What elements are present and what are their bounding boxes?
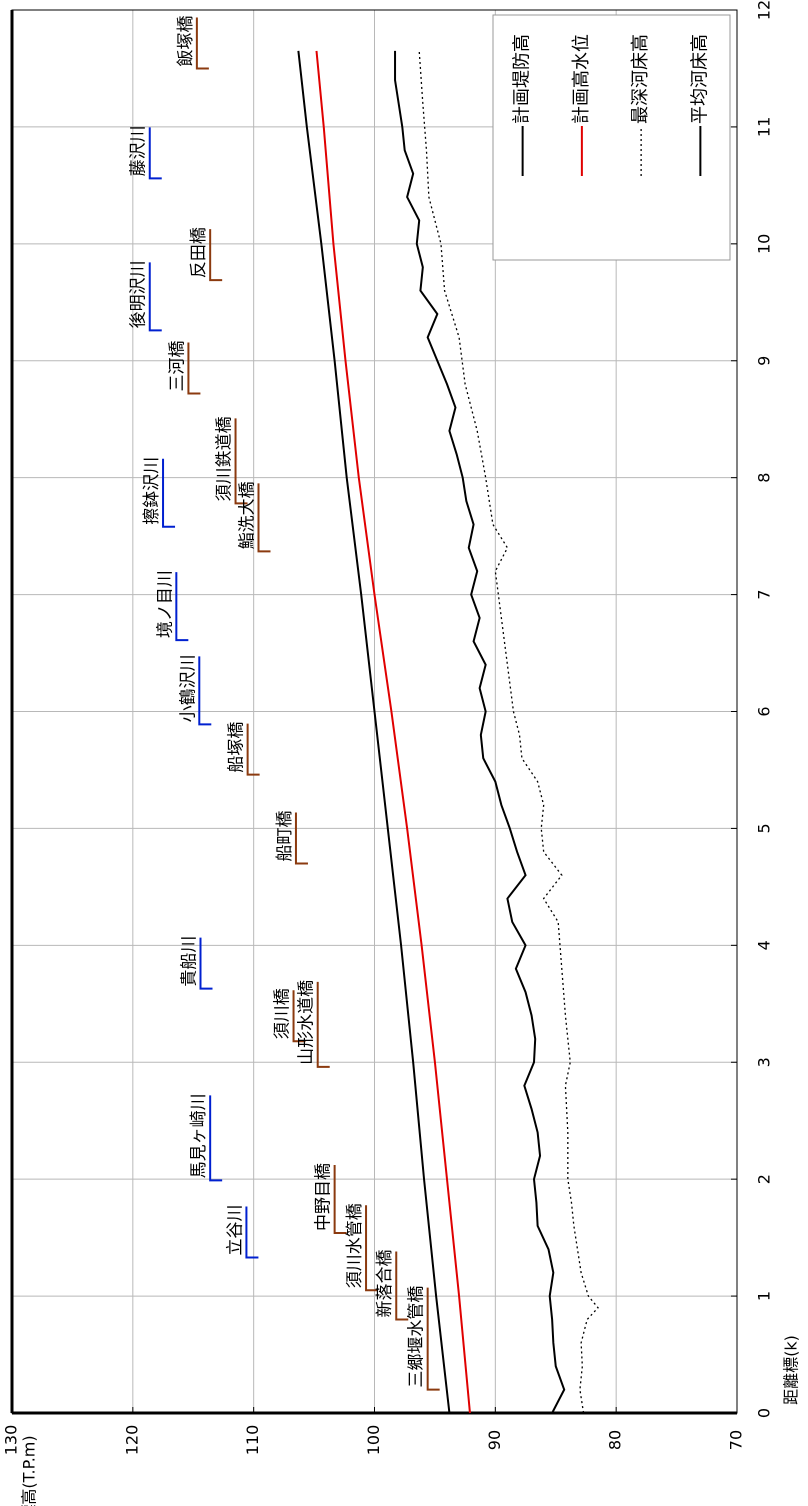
series-line bbox=[297, 50, 451, 1414]
annotation-label: 中野目橋 bbox=[314, 1163, 334, 1231]
annotation-label: 船町橋 bbox=[275, 810, 295, 861]
annotation-line bbox=[365, 1205, 379, 1292]
y-tick-label: 100 bbox=[364, 1425, 383, 1456]
annotation-line bbox=[395, 1251, 409, 1321]
annotation-line bbox=[148, 127, 162, 180]
y-axis-title: 標高(T.P.m) bbox=[20, 1435, 39, 1506]
annotation-label: 須川橋 bbox=[273, 988, 293, 1039]
annotation-label: 藤沢川 bbox=[129, 125, 149, 176]
x-tick-label: 2 bbox=[755, 1174, 774, 1184]
annotation-label: 山形水道橋 bbox=[297, 980, 317, 1065]
annotation-label: 馬見ヶ崎川 bbox=[189, 1093, 209, 1178]
x-tick-label: 0 bbox=[755, 1408, 774, 1418]
legend-label: 最深河床高 bbox=[630, 34, 651, 124]
annotation-line bbox=[162, 458, 176, 528]
x-tick-label: 5 bbox=[755, 823, 774, 833]
annotation-line bbox=[234, 418, 248, 505]
annotation-label: 船塚橋 bbox=[227, 722, 247, 773]
x-tick-label: 9 bbox=[755, 356, 774, 366]
annotation-line bbox=[333, 1164, 347, 1234]
annotation-label: 鮨洗大橋 bbox=[238, 481, 258, 549]
annotation-label: 飯塚橋 bbox=[176, 15, 196, 66]
annotation-line bbox=[292, 990, 306, 1043]
annotation-label: 三河橋 bbox=[167, 340, 187, 391]
annotation-label: 小鶴沢川 bbox=[178, 654, 198, 722]
annotation-label: 新落合橋 bbox=[375, 1249, 395, 1317]
legend-label: 計画堤防高 bbox=[512, 34, 533, 124]
annotation-line bbox=[426, 1287, 440, 1391]
x-tick-label: 6 bbox=[755, 706, 774, 716]
x-tick-label: 11 bbox=[755, 117, 774, 137]
series-line bbox=[418, 50, 599, 1414]
annotation-label: 貴船川 bbox=[180, 936, 200, 987]
series-line bbox=[394, 50, 566, 1414]
annotation-line bbox=[175, 572, 189, 642]
annotation-label: 反田橋 bbox=[189, 227, 209, 278]
annotation-label: 須川鉄道橋 bbox=[215, 416, 235, 501]
annotation-line bbox=[199, 937, 213, 990]
x-tick-label: 12 bbox=[755, 0, 774, 20]
y-tick-label: 70 bbox=[727, 1430, 746, 1450]
annotation-label: 須川水管橋 bbox=[345, 1203, 365, 1288]
y-tick-label: 130 bbox=[2, 1425, 21, 1456]
x-axis-title: 距離標(k) bbox=[782, 1335, 801, 1405]
annotation-label: 後明沢川 bbox=[129, 260, 149, 328]
annotation-line bbox=[246, 723, 260, 776]
x-tick-label: 8 bbox=[755, 473, 774, 483]
annotation-label: 擦鉢沢川 bbox=[142, 457, 162, 525]
legend-box bbox=[492, 14, 731, 261]
annotation-label: 三郷堰水管橋 bbox=[407, 1286, 427, 1388]
x-tick-label: 7 bbox=[755, 589, 774, 599]
annotation-line bbox=[187, 342, 201, 395]
x-tick-label: 4 bbox=[755, 940, 774, 950]
annotation-line bbox=[257, 483, 271, 553]
legend-label: 計画高水位 bbox=[571, 34, 592, 124]
annotation-line bbox=[294, 812, 308, 865]
annotation-line bbox=[245, 1206, 259, 1259]
y-tick-label: 80 bbox=[606, 1430, 625, 1450]
annotation-line bbox=[148, 262, 162, 332]
legend-label: 平均河床高 bbox=[689, 34, 710, 124]
x-tick-label: 10 bbox=[755, 234, 774, 254]
annotation-line bbox=[195, 17, 209, 70]
annotation-line bbox=[198, 656, 212, 726]
x-tick-label: 1 bbox=[755, 1291, 774, 1301]
x-tick-label: 3 bbox=[755, 1057, 774, 1067]
y-tick-label: 120 bbox=[122, 1425, 141, 1456]
series-line bbox=[315, 50, 471, 1414]
annotation-label: 境ノ目川 bbox=[155, 570, 175, 638]
annotation-label: 立谷川 bbox=[225, 1205, 245, 1256]
annotation-line bbox=[209, 1095, 223, 1182]
y-tick-label: 110 bbox=[243, 1425, 262, 1456]
annotation-line bbox=[209, 229, 223, 282]
y-tick-label: 90 bbox=[485, 1430, 504, 1450]
annotation-line bbox=[316, 981, 330, 1068]
